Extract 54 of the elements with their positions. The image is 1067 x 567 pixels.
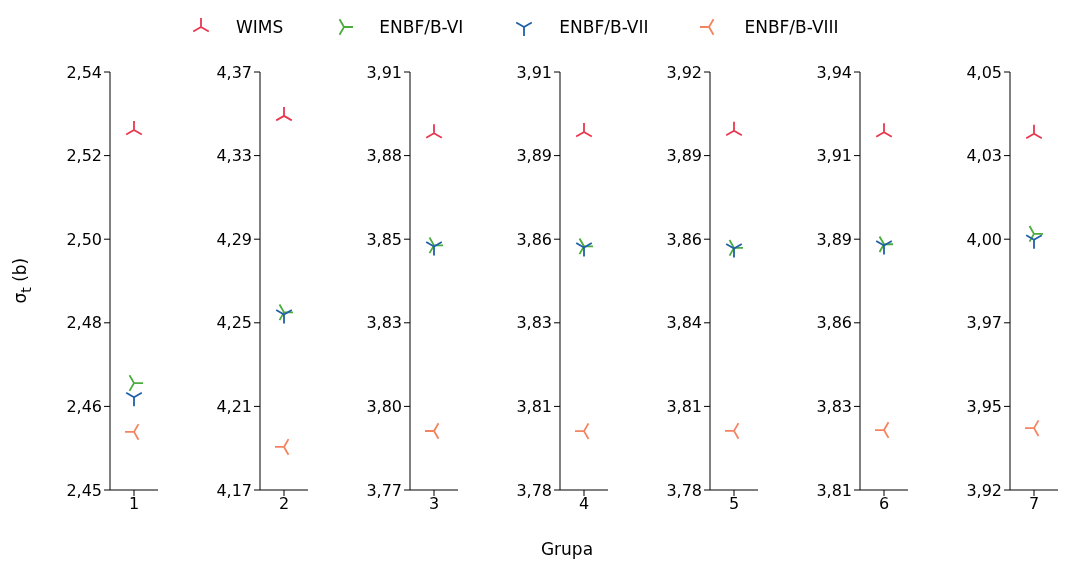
y-tick-label: 3,89: [666, 146, 702, 166]
x-tick-label: 5: [728, 494, 740, 514]
y-tick-label: 3,81: [516, 397, 552, 417]
x-tick-label: 7: [1028, 494, 1040, 514]
y-tick-label: 3,91: [816, 146, 852, 166]
y-tick-label: 3,92: [666, 62, 702, 82]
y-tick-label: 4,17: [216, 480, 252, 500]
y-tick-label: 3,86: [666, 229, 702, 249]
x-tick-label: 6: [878, 494, 890, 514]
y-tick-label: 4,25: [216, 313, 252, 333]
y-tick-label: 2,48: [66, 313, 102, 333]
y-tick-label: 3,91: [516, 62, 552, 82]
legend-label: WIMS: [236, 17, 284, 37]
y-tick-label: 3,89: [516, 146, 552, 166]
y-tick-label: 3,92: [966, 480, 1002, 500]
y-tick-label: 3,80: [366, 397, 402, 417]
y-tick-label: 3,91: [366, 62, 402, 82]
y-tick-label: 4,21: [216, 397, 252, 417]
y-tick-label: 4,00: [966, 229, 1002, 249]
y-tick-label: 3,83: [516, 313, 552, 333]
y-tick-label: 4,37: [216, 62, 252, 82]
y-tick-label: 3,88: [366, 146, 402, 166]
y-tick-label: 4,33: [216, 146, 252, 166]
x-axis-title: Grupa: [539, 539, 595, 559]
y-tick-label: 2,46: [66, 397, 102, 417]
y-tick-label: 2,45: [66, 480, 102, 500]
x-tick-label: 1: [128, 494, 140, 514]
y-tick-label: 4,05: [966, 62, 1002, 82]
x-tick-label: 3: [428, 494, 440, 514]
y-tick-label: 2,52: [66, 146, 102, 166]
y-tick-label: 3,78: [516, 480, 552, 500]
x-tick-label: 4: [578, 494, 590, 514]
y-tick-label: 3,81: [816, 480, 852, 500]
legend-label: ENBF/B-VII: [559, 17, 649, 37]
y-tick-label: 3,77: [366, 480, 402, 500]
y-tick-label: 3,89: [816, 229, 852, 249]
legend-label: ENBF/B-VI: [379, 17, 464, 37]
y-tick-label: 3,83: [816, 397, 852, 417]
y-tick-label: 3,83: [366, 313, 402, 333]
y-tick-label: 4,29: [216, 229, 252, 249]
legend-label: ENBF/B-VIII: [744, 17, 839, 37]
y-tick-label: 3,95: [966, 397, 1002, 417]
y-tick-label: 3,86: [816, 313, 852, 333]
y-tick-label: 3,81: [666, 397, 702, 417]
y-tick-label: 2,50: [66, 229, 102, 249]
y-tick-label: 3,84: [666, 313, 702, 333]
x-tick-label: 2: [278, 494, 290, 514]
y-tick-label: 3,97: [966, 313, 1002, 333]
y-tick-label: 3,94: [816, 62, 852, 82]
y-tick-label: 2,54: [66, 62, 102, 82]
y-tick-label: 3,85: [366, 229, 402, 249]
y-tick-label: 4,03: [966, 146, 1002, 166]
y-tick-label: 3,86: [516, 229, 552, 249]
y-tick-label: 3,78: [666, 480, 702, 500]
